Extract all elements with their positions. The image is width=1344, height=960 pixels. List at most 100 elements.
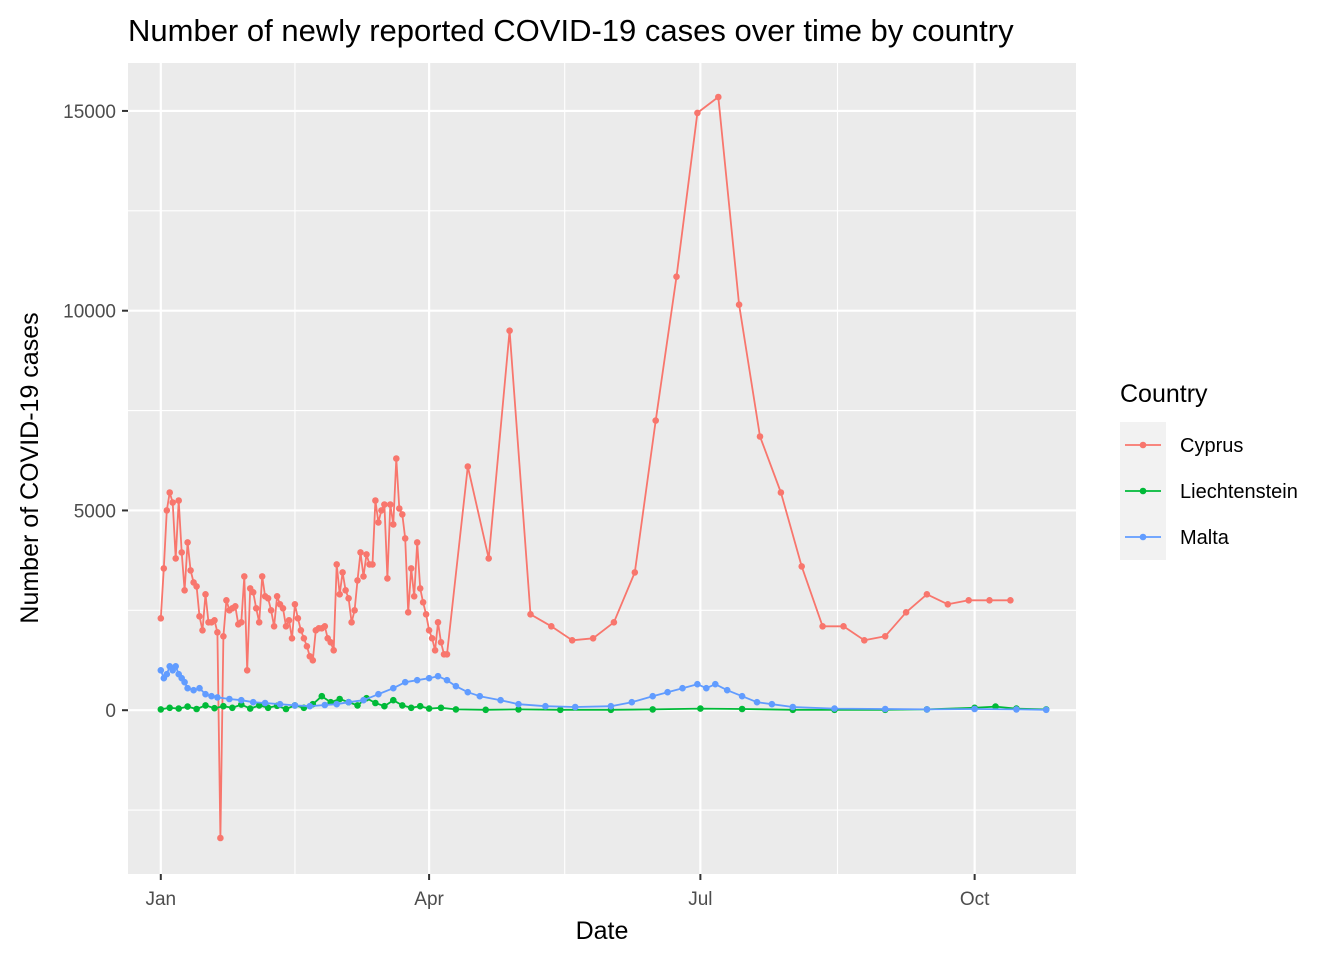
data-point-malta (1013, 706, 1020, 713)
data-point-liechtenstein (175, 705, 182, 712)
data-point-malta (923, 706, 931, 713)
data-point-cyprus (902, 609, 910, 616)
x-tick-label: Apr (414, 889, 444, 910)
data-point-cyprus (437, 639, 445, 646)
data-point-liechtenstein (166, 704, 173, 712)
data-point-liechtenstein (193, 705, 200, 713)
major-gridlines (128, 63, 1076, 874)
data-point-cyprus (735, 301, 743, 309)
data-point-malta (425, 674, 433, 682)
data-point-malta (571, 703, 579, 711)
data-point-malta (649, 692, 656, 700)
data-point-malta (607, 702, 615, 710)
data-point-malta (375, 690, 382, 698)
data-point-malta (345, 698, 352, 706)
data-point-malta (401, 678, 409, 686)
data-point-cyprus (840, 623, 847, 630)
legend-items: Cyprus Liechtenstein Malta (1120, 422, 1298, 560)
data-point-malta (1042, 706, 1050, 714)
data-point-malta (214, 694, 221, 701)
data-point-cyprus (282, 623, 290, 630)
data-point-cyprus (819, 623, 826, 630)
data-point-cyprus (399, 511, 406, 518)
data-point-cyprus (372, 497, 379, 504)
data-point-cyprus (944, 601, 952, 608)
data-point-malta (196, 684, 203, 692)
data-point-cyprus (375, 519, 382, 526)
data-point-cyprus (390, 521, 397, 528)
legend-point-cyprus (1139, 441, 1147, 449)
data-point-cyprus (715, 93, 722, 101)
data-point-malta (276, 700, 284, 708)
data-point-cyprus (181, 587, 188, 594)
data-point-liechtenstein (220, 702, 227, 710)
data-point-liechtenstein (211, 704, 218, 712)
data-point-cyprus (506, 327, 513, 335)
data-point-cyprus (157, 615, 165, 622)
data-point-cyprus (249, 589, 257, 596)
y-axis: 0 5000 10000 15000 (63, 102, 128, 722)
data-point-cyprus (652, 417, 659, 424)
data-point-cyprus (294, 615, 302, 622)
data-point-cyprus (309, 657, 317, 664)
data-point-liechtenstein (157, 706, 165, 713)
data-point-cyprus (354, 577, 361, 584)
data-point-cyprus (428, 635, 436, 642)
data-point-liechtenstein (649, 706, 656, 713)
data-point-cyprus (1007, 597, 1014, 604)
data-point-malta (434, 672, 442, 680)
x-tick-label: Jan (145, 889, 176, 910)
data-point-liechtenstein (255, 702, 263, 709)
data-point-liechtenstein (354, 702, 361, 709)
data-point-malta (789, 703, 797, 711)
data-point-cyprus (267, 607, 275, 614)
data-point-cyprus (270, 623, 278, 630)
data-point-cyprus (351, 607, 358, 614)
data-point-malta (703, 684, 710, 692)
x-tick-label: Oct (960, 889, 990, 910)
data-point-liechtenstein (336, 695, 344, 703)
data-point-malta (679, 684, 686, 692)
data-point-cyprus (255, 619, 263, 626)
data-point-cyprus (184, 539, 191, 546)
data-point-cyprus (434, 619, 442, 626)
data-point-liechtenstein (697, 705, 704, 712)
data-point-malta (738, 692, 746, 700)
data-point-cyprus (464, 463, 472, 470)
data-point-malta (497, 696, 504, 704)
data-point-malta (157, 667, 165, 674)
data-point-malta (413, 676, 421, 684)
data-point-liechtenstein (399, 702, 406, 709)
data-point-cyprus (172, 555, 179, 562)
data-point-cyprus (333, 561, 341, 568)
data-point-cyprus (419, 599, 427, 606)
legend-label-malta: Malta (1180, 527, 1230, 549)
data-point-malta (542, 702, 549, 710)
series-malta (157, 663, 1050, 714)
data-point-cyprus (777, 489, 785, 496)
y-tick-label: 5000 (74, 501, 116, 522)
data-point-cyprus (861, 637, 868, 644)
data-point-malta (881, 705, 889, 713)
data-point-malta (202, 690, 209, 698)
data-point-liechtenstein (264, 704, 272, 712)
data-point-cyprus (363, 551, 370, 558)
y-tick-label: 10000 (63, 302, 116, 323)
data-point-liechtenstein (437, 704, 445, 712)
data-point-cyprus (169, 499, 176, 506)
data-point-cyprus (291, 601, 299, 608)
data-point-malta (971, 705, 978, 713)
data-point-cyprus (279, 605, 287, 612)
data-point-malta (321, 701, 329, 709)
data-point-cyprus (342, 587, 349, 594)
data-point-cyprus (443, 651, 451, 658)
legend-point-malta (1139, 533, 1147, 541)
data-point-cyprus (163, 507, 171, 514)
data-point-malta (723, 686, 731, 694)
data-point-cyprus (387, 501, 394, 508)
data-point-cyprus (425, 627, 433, 634)
data-point-malta (664, 688, 671, 696)
data-point-cyprus (396, 505, 403, 512)
data-point-liechtenstein (425, 705, 433, 712)
